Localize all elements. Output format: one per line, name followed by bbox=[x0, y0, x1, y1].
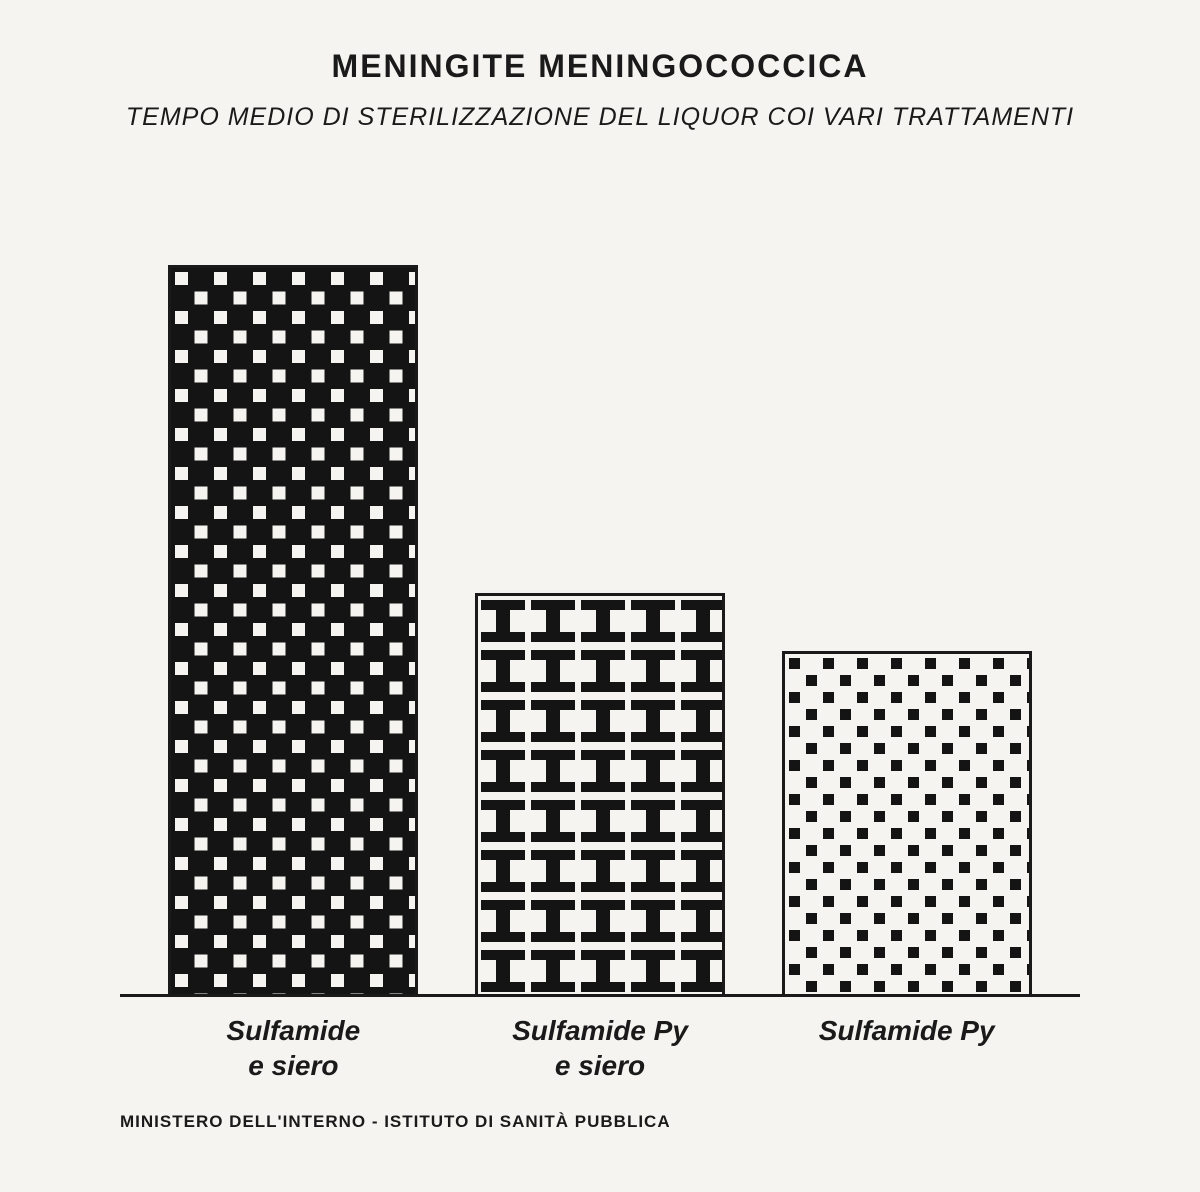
bar-0 bbox=[168, 265, 418, 994]
bar-2 bbox=[782, 651, 1032, 994]
bars-container bbox=[120, 268, 1080, 994]
bar-0-pattern bbox=[171, 268, 415, 994]
footer-text: MINISTERO DELL'INTERNO - ISTITUTO DI SAN… bbox=[120, 1112, 671, 1132]
bar-1-pattern bbox=[478, 596, 722, 994]
chart-title: MENINGITE MENINGOCOCCICA bbox=[0, 48, 1200, 85]
bar-1-label: Sulfamide Pye siero bbox=[475, 1013, 725, 1083]
chart-area bbox=[120, 268, 1080, 997]
bar-0-label: Sulfamidee siero bbox=[168, 1013, 418, 1083]
bar-2-pattern bbox=[785, 654, 1029, 994]
labels-row: Sulfamidee siero Sulfamide Pye siero Sul… bbox=[120, 1013, 1080, 1083]
bar-2-label: Sulfamide Py bbox=[782, 1013, 1032, 1083]
chart-subtitle: TEMPO MEDIO DI STERILIZZAZIONE DEL LIQUO… bbox=[0, 103, 1200, 132]
bar-1 bbox=[475, 593, 725, 994]
